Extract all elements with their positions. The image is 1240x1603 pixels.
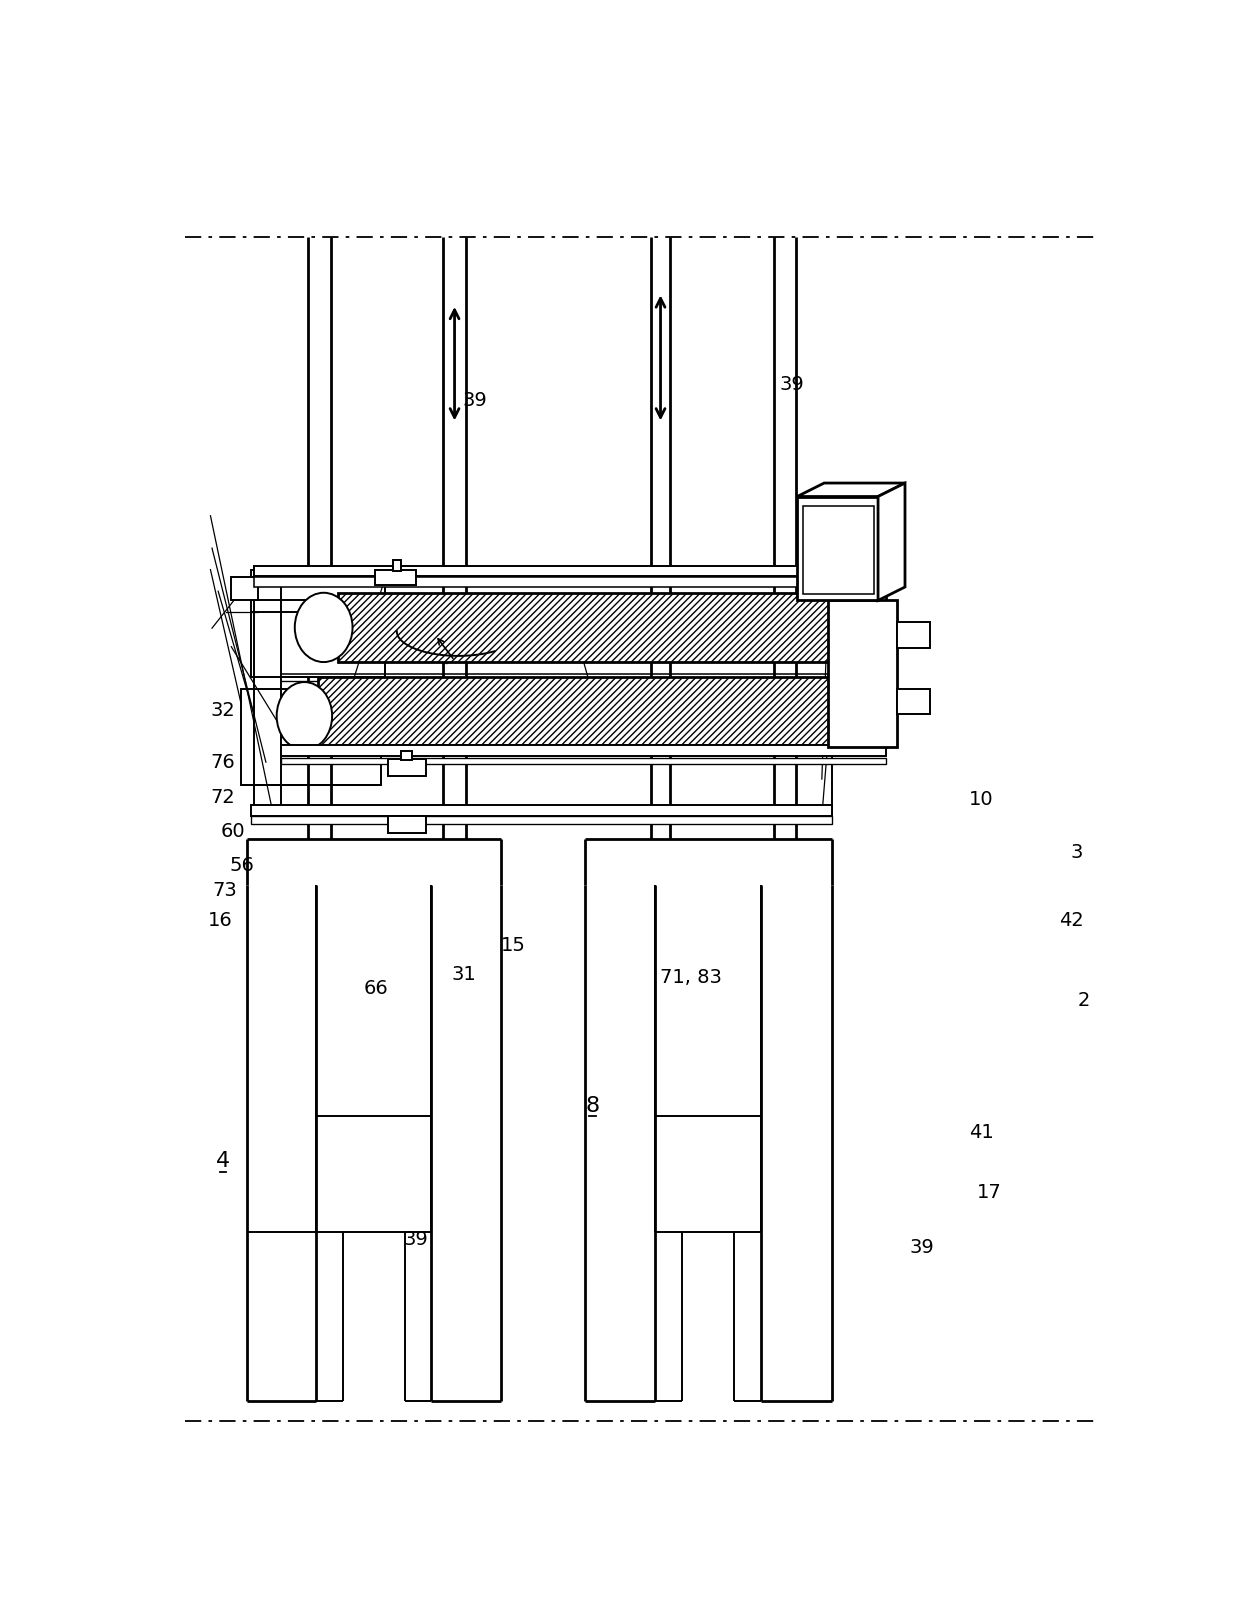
Polygon shape [250,805,832,816]
Polygon shape [337,593,885,662]
Polygon shape [878,483,905,601]
Text: 3: 3 [1070,843,1083,862]
Text: 39: 39 [463,391,487,410]
Text: 31: 31 [451,965,476,984]
Text: 41: 41 [968,1124,993,1143]
Polygon shape [254,577,832,587]
Polygon shape [388,760,427,776]
Polygon shape [402,750,412,760]
Text: 60: 60 [221,822,244,842]
Polygon shape [250,816,832,824]
Text: 15: 15 [501,936,526,955]
Text: 42: 42 [1059,911,1084,930]
Text: 56: 56 [229,856,254,875]
Text: 10: 10 [968,790,993,810]
Text: 32: 32 [211,701,236,720]
Polygon shape [797,497,878,601]
Text: 66: 66 [363,979,388,999]
Text: 73: 73 [212,882,237,901]
Text: 39: 39 [403,1230,428,1249]
Text: 76: 76 [211,753,236,773]
Polygon shape [242,689,382,785]
Polygon shape [828,601,898,747]
Polygon shape [250,569,386,678]
Text: 39: 39 [780,375,805,394]
Ellipse shape [295,593,352,662]
Text: 8: 8 [585,1096,600,1116]
Polygon shape [898,622,930,648]
Polygon shape [254,566,832,575]
Text: 2: 2 [1078,991,1090,1010]
Text: 72: 72 [211,787,236,806]
Polygon shape [797,483,905,497]
Polygon shape [231,577,258,601]
Polygon shape [393,561,401,571]
Text: 4: 4 [216,1151,231,1172]
Polygon shape [388,816,427,834]
Ellipse shape [277,683,332,750]
Text: 39: 39 [910,1238,934,1257]
Polygon shape [319,678,885,747]
Text: 16: 16 [208,911,233,930]
Polygon shape [281,758,885,763]
Text: 71, 83: 71, 83 [660,968,722,987]
Polygon shape [281,745,885,757]
Polygon shape [898,689,930,715]
Text: 17: 17 [976,1183,1001,1202]
Polygon shape [376,569,417,585]
Polygon shape [804,507,874,595]
